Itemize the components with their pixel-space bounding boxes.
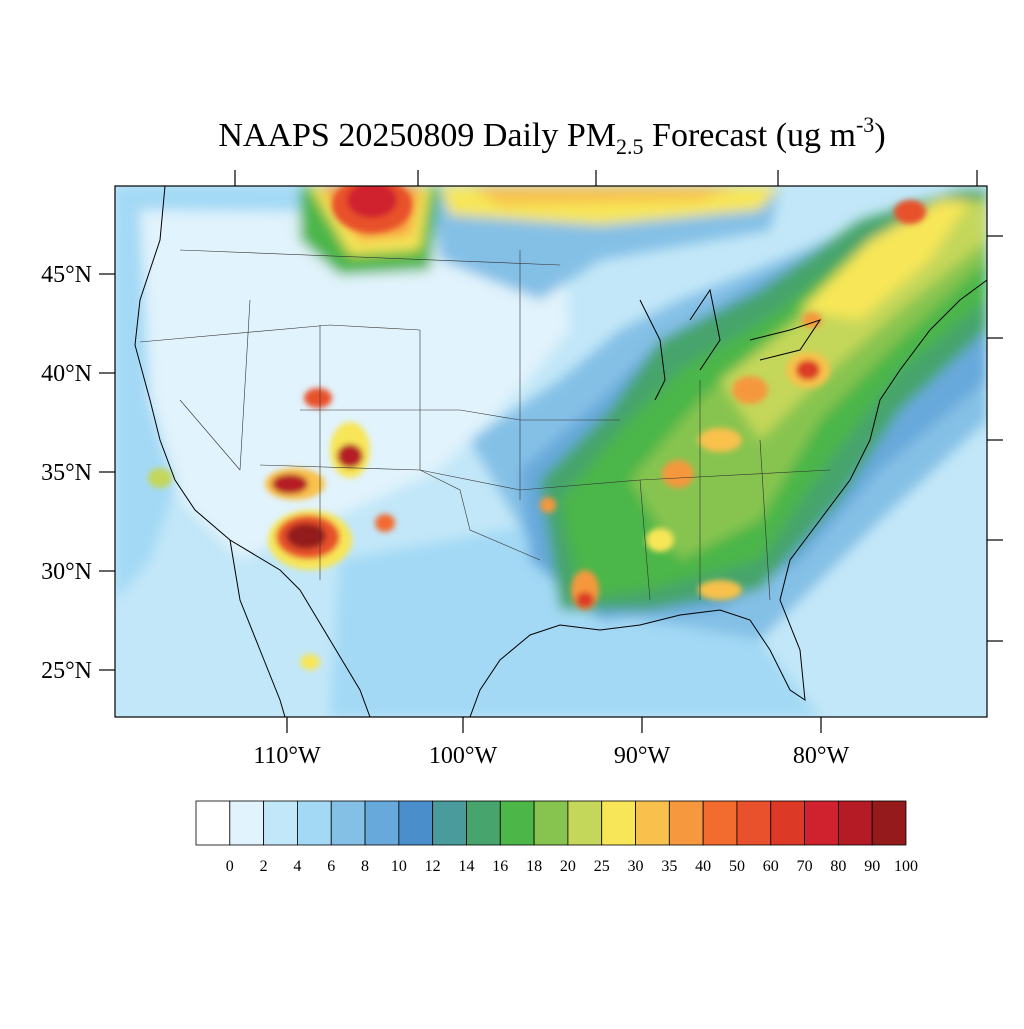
colorbar-label: 70: [797, 858, 813, 875]
title-middle: Forecast (ug m: [644, 117, 856, 154]
color-swatch: [668, 800, 704, 846]
color-swatch: [736, 800, 772, 846]
color-swatch: [567, 800, 603, 846]
latitude-label: 25°N: [41, 658, 92, 684]
colorbar-label: 50: [729, 858, 745, 875]
map-title: NAAPS 20250809 Daily PM2.5 Forecast (ug …: [218, 112, 885, 159]
color-swatch: [466, 800, 501, 846]
color-swatch: [804, 800, 839, 846]
map-frame: [114, 185, 988, 718]
colorbar-label: 0: [226, 858, 234, 875]
color-swatch: [837, 800, 873, 846]
latitude-label: 35°N: [41, 460, 92, 486]
title-end: ): [874, 117, 885, 154]
color-swatch: [432, 800, 467, 846]
color-swatch: [229, 800, 265, 846]
color-swatch: [533, 800, 569, 846]
longitude-label: 110°W: [253, 743, 321, 769]
colorbar-label: 40: [695, 858, 711, 875]
colorbar-label: 16: [492, 858, 508, 875]
longitude-label: 80°W: [793, 743, 850, 769]
color-swatch: [770, 800, 805, 846]
colorbar-label: 4: [293, 858, 301, 875]
longitude-label: 90°W: [614, 743, 671, 769]
colorbar-label: 18: [526, 858, 542, 875]
colorbar-label: 14: [458, 858, 474, 875]
title-main: NAAPS 20250809 Daily PM: [218, 117, 616, 154]
colorbar-label: 60: [763, 858, 779, 875]
coastlines: [134, 186, 987, 717]
color-swatch: [499, 800, 535, 846]
colorbar-label: 25: [594, 858, 610, 875]
color-swatch: [195, 800, 231, 846]
colorbar-label: 30: [628, 858, 644, 875]
colorbar-label: 8: [361, 858, 369, 875]
title-subscript: 2.5: [616, 134, 644, 159]
longitude-label: 100°W: [429, 743, 498, 769]
frame-ticks: [99, 170, 1003, 733]
colorbar-label: 10: [391, 858, 407, 875]
color-swatch: [364, 800, 400, 846]
color-swatch: [263, 800, 298, 846]
colorbar-label: 90: [864, 858, 880, 875]
color-swatch: [297, 800, 332, 846]
title-superscript: -3: [856, 112, 874, 137]
color-swatch: [635, 800, 670, 846]
color-swatch: [601, 800, 636, 846]
colorbar-label: 80: [830, 858, 846, 875]
colorbar-label: 2: [260, 858, 268, 875]
color-swatch: [330, 800, 366, 846]
latitude-label: 40°N: [41, 361, 92, 387]
state-borders: [139, 249, 831, 601]
colorbar-label: 35: [661, 858, 677, 875]
colorbar-label: 20: [560, 858, 576, 875]
colorbar-label: 100: [894, 858, 918, 875]
colorbar-label: 12: [425, 858, 441, 875]
color-swatch: [702, 800, 738, 846]
latitude-label: 45°N: [41, 262, 92, 288]
colorbar-label: 6: [327, 858, 335, 875]
color-swatch: [871, 800, 907, 846]
concentration-field: [115, 186, 987, 717]
latitude-label: 30°N: [41, 559, 92, 585]
color-swatch: [398, 800, 434, 846]
